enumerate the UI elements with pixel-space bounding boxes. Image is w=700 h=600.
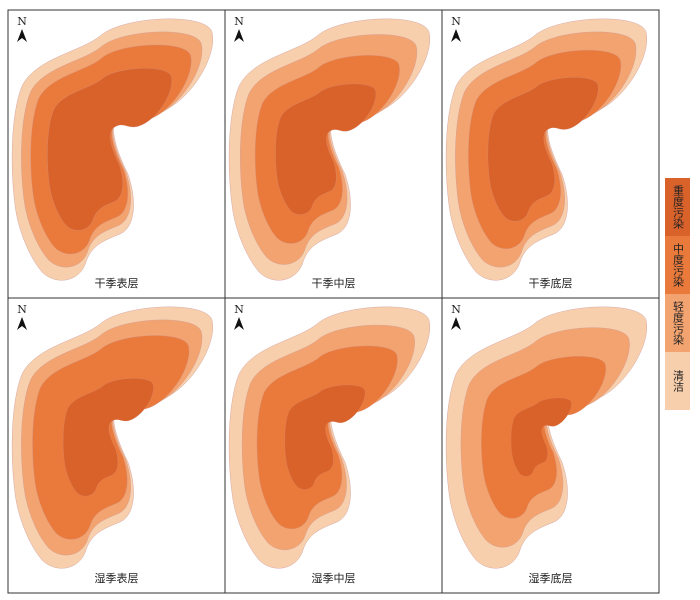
legend-swatch xyxy=(665,236,690,294)
legend-swatch xyxy=(665,352,690,410)
north-label: N xyxy=(17,303,27,316)
legend-label: 重度污染 xyxy=(672,184,685,229)
north-arrow xyxy=(17,317,27,330)
legend-label: 中度污染 xyxy=(672,243,685,287)
north-arrow xyxy=(451,317,461,330)
map-panel: N 湿季中层 xyxy=(224,297,443,594)
map-panel: N 干季表层 xyxy=(7,9,226,299)
legend-swatch xyxy=(665,294,690,352)
panel-label: 湿季底层 xyxy=(529,571,573,585)
north-label: N xyxy=(451,303,461,316)
north-arrow xyxy=(234,29,244,42)
map-panel: N 湿季表层 xyxy=(7,297,226,594)
north-arrow xyxy=(451,29,461,42)
north-label: N xyxy=(234,15,244,28)
north-label: N xyxy=(17,15,27,28)
north-arrow xyxy=(234,317,244,330)
map-panel: N 湿季底层 xyxy=(441,297,660,594)
map-panel: N 干季底层 xyxy=(441,9,660,299)
legend-label: 清洁 xyxy=(672,370,685,393)
map-panel: N 干季中层 xyxy=(224,9,443,299)
north-arrow xyxy=(17,29,27,42)
legend-swatch xyxy=(665,178,690,236)
north-label: N xyxy=(451,15,461,28)
north-label: N xyxy=(234,303,244,316)
panel-label: 湿季表层 xyxy=(95,571,139,585)
panel-label: 湿季中层 xyxy=(312,572,356,585)
panel-label: 干季表层 xyxy=(95,276,139,290)
panel-label: 干季底层 xyxy=(529,276,573,290)
legend-label: 轻度污染 xyxy=(672,300,685,345)
panel-label: 干季中层 xyxy=(312,277,356,290)
